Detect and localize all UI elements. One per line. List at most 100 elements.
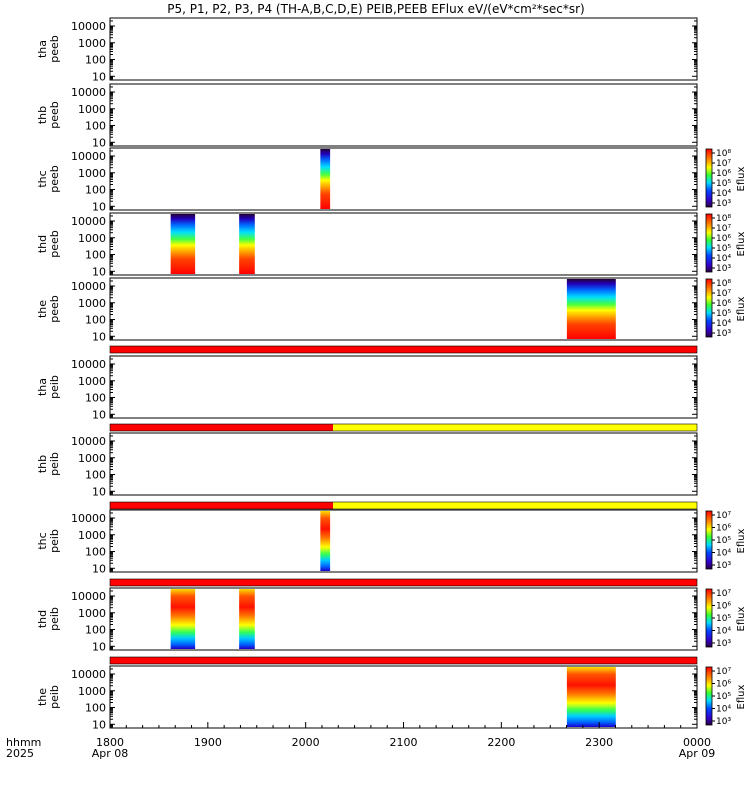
colorbar (705, 213, 713, 273)
colorbar-tick-label: 10⁷ (716, 667, 731, 677)
spectrogram-block (170, 589, 196, 649)
mode-bar (109, 656, 698, 665)
y-tick-label: 100 (85, 314, 106, 327)
mode-bar-segment-red (110, 657, 697, 664)
species-label: peeb (48, 35, 61, 63)
y-tick-label: 10 (92, 718, 106, 731)
spectrogram-block (239, 214, 255, 274)
x-tick-label: 0000 (683, 736, 711, 749)
mode-bar-segment-yellow (333, 424, 697, 431)
probe-label: the (36, 688, 49, 706)
panel-tha-peib: 10 100 1000 10000 tha peib (36, 355, 698, 421)
species-label: peeb (48, 295, 61, 323)
y-tick-label: 10 (92, 70, 106, 83)
panel-tha-peeb: 10 100 1000 10000 tha peeb (36, 17, 698, 83)
spectrogram-block (239, 589, 255, 649)
colorbar-tick-label: 10⁴ (716, 705, 731, 715)
colorbar-tick-label: 10⁵ (716, 614, 731, 624)
x-tick-label: 2100 (390, 736, 418, 749)
panel-frame (109, 83, 698, 147)
y-tick-label: 1000 (78, 529, 106, 542)
y-tick-label: 10 (92, 200, 106, 213)
y-tick-label: 10000 (71, 668, 106, 681)
colorbar-tick-label: 10⁶ (716, 299, 731, 309)
time-axis-label-hhmm: hhmm (6, 736, 41, 749)
colorbar-tick-label: 10⁴ (716, 254, 731, 264)
colorbar-tick-label: 10⁵ (716, 244, 731, 254)
panel-thc-peib: 10 100 1000 10000 thc peib 10³ 10⁴ 10⁵ 10⁶ 10⁷ Eflu… (36, 509, 747, 575)
probe-label: the (36, 300, 49, 318)
mode-bar-segment-red (110, 502, 334, 509)
species-label: peeb (48, 101, 61, 129)
mode-bar-frame (109, 423, 698, 432)
colorbar-tick-label: 10⁷ (716, 224, 731, 234)
panel-frame (109, 509, 698, 573)
mode-bar (109, 345, 698, 354)
probe-label: thd (36, 235, 49, 253)
y-tick-label: 10 (92, 485, 106, 498)
colorbar-tick-label: 10⁶ (716, 234, 731, 244)
y-tick-label: 1000 (78, 37, 106, 50)
colorbar-tick-label: 10⁶ (716, 680, 731, 690)
colorbar-tick-label: 10³ (716, 264, 731, 274)
y-tick-label: 10000 (71, 215, 106, 228)
y-tick-label: 1000 (78, 685, 106, 698)
probe-label: thc (36, 170, 49, 187)
y-tick-label: 10000 (71, 150, 106, 163)
y-tick-label: 10000 (71, 358, 106, 371)
colorbar-label: Eflux (736, 166, 747, 191)
y-tick-label: 10000 (71, 86, 106, 99)
y-tick-label: 10 (92, 330, 106, 343)
panel-the-peib: 10 100 1000 10000 the peib 10³ 10⁴ 10⁵ 10⁶ 10⁷ Eflu… (36, 665, 747, 731)
panel-frame (109, 432, 698, 496)
mode-bar-frame (109, 345, 698, 354)
colorbar-tick-label: 10⁷ (716, 511, 731, 521)
colorbar-tick-label: 10³ (716, 717, 731, 727)
colorbar-tick-label: 10³ (716, 561, 731, 571)
x-tick-label: 1800 (96, 736, 124, 749)
panel-thb-peib: 10 100 1000 10000 thb peib (36, 432, 698, 498)
y-tick-label: 100 (85, 249, 106, 262)
colorbar-tick-label: 10⁵ (716, 309, 731, 319)
mode-bar-segment-red (110, 346, 697, 353)
colorbar-tick-label: 10⁴ (716, 627, 731, 637)
panel-frame (109, 147, 698, 211)
x-date-label: Apr 08 (92, 747, 129, 760)
time-axis: 1800 1900 2000 2100 2200 2300 0000 Apr 08 Apr 09 (92, 722, 715, 760)
colorbar-tick-label: 10⁸ (716, 279, 731, 289)
species-label: peeb (48, 165, 61, 193)
probe-label: tha (36, 40, 49, 58)
colorbar-label: Eflux (736, 231, 747, 256)
y-tick-label: 10 (92, 562, 106, 575)
colorbar-tick-label: 10³ (716, 329, 731, 339)
spectrogram-block (170, 214, 196, 274)
spectrogram-block (566, 667, 616, 727)
panel-frame (109, 212, 698, 276)
colorbar-tick-label: 10⁴ (716, 549, 731, 559)
panel-frame (109, 587, 698, 651)
colorbar (705, 278, 713, 338)
colorbar-tick-label: 10⁷ (716, 589, 731, 599)
colorbar-label: Eflux (736, 606, 747, 631)
x-tick-label: 2200 (487, 736, 515, 749)
spectrogram-block (320, 511, 331, 571)
colorbar-tick-label: 10³ (716, 199, 731, 209)
y-tick-label: 1000 (78, 375, 106, 388)
y-tick-label: 10 (92, 408, 106, 421)
colorbar-tick-label: 10⁷ (716, 289, 731, 299)
figure-title: P5, P1, P2, P3, P4 (TH-A,B,C,D,E) PEIB,P… (167, 2, 584, 16)
mode-bar (109, 423, 698, 432)
colorbar-tick-label: 10⁵ (716, 536, 731, 546)
colorbar (705, 666, 713, 726)
probe-label: thb (36, 455, 49, 473)
y-tick-label: 10000 (71, 435, 106, 448)
mode-bar-segment-red (110, 579, 697, 586)
y-tick-label: 100 (85, 54, 106, 67)
colorbar-tick-label: 10⁶ (716, 524, 731, 534)
mode-bar-frame (109, 578, 698, 587)
y-tick-label: 1000 (78, 103, 106, 116)
colorbar-tick-label: 10⁴ (716, 319, 731, 329)
